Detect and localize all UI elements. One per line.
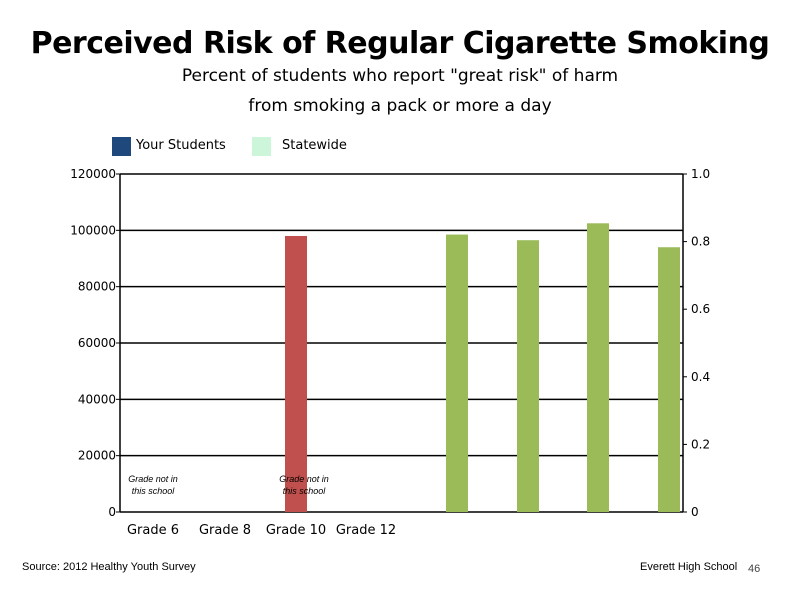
left-axis-tick-label: 40000 bbox=[78, 392, 116, 406]
chart-subtitle-line-1: Percent of students who report "great ri… bbox=[181, 66, 619, 86]
slide-number: 46 bbox=[748, 563, 761, 575]
left-axis-tick-label: 60000 bbox=[78, 336, 116, 350]
left-axis-tick-label: 0 bbox=[108, 505, 116, 519]
right-axis-tick-label: 0.6 bbox=[691, 302, 710, 316]
right-axis-tick-label: 0 bbox=[691, 505, 699, 519]
right-axis-tick-label: 0.8 bbox=[691, 235, 710, 249]
legend-label-your-students: Your Students bbox=[136, 138, 226, 153]
source-note: Source: 2012 Healthy Youth Survey bbox=[22, 561, 196, 573]
chart-title: Perceived Risk of Regular Cigarette Smok… bbox=[30, 26, 770, 61]
bar bbox=[285, 235, 307, 512]
school-name: Everett High School bbox=[640, 561, 738, 573]
annotation-line-2: this school bbox=[132, 486, 176, 496]
legend-label-statewide: Statewide bbox=[282, 138, 347, 153]
annotation-line-2: this school bbox=[283, 486, 327, 496]
annotation-line-1: Grade not in bbox=[128, 474, 178, 484]
chart-subtitle-line-2: from smoking a pack or more a day bbox=[248, 96, 552, 116]
category-label: Grade 12 bbox=[336, 523, 396, 538]
category-label: Grade 6 bbox=[127, 523, 179, 538]
bar bbox=[446, 234, 468, 512]
legend-swatch-statewide bbox=[252, 137, 271, 156]
left-axis-tick-label: 100000 bbox=[70, 223, 116, 237]
bar bbox=[587, 223, 609, 512]
right-axis-tick-label: 0.4 bbox=[691, 370, 710, 384]
left-axis-tick-label: 20000 bbox=[78, 449, 116, 463]
legend-swatch-your-students bbox=[112, 137, 131, 156]
right-axis-tick-label: 1.0 bbox=[691, 167, 710, 181]
category-label: Grade 10 bbox=[266, 523, 326, 538]
category-label: Grade 8 bbox=[199, 523, 251, 538]
left-axis-tick-label: 80000 bbox=[78, 280, 116, 294]
bar bbox=[658, 247, 680, 512]
annotation-line-1: Grade not in bbox=[279, 474, 329, 484]
bar bbox=[517, 240, 539, 513]
right-axis-tick-label: 0.2 bbox=[691, 437, 710, 451]
left-axis-tick-label: 120000 bbox=[70, 167, 116, 181]
